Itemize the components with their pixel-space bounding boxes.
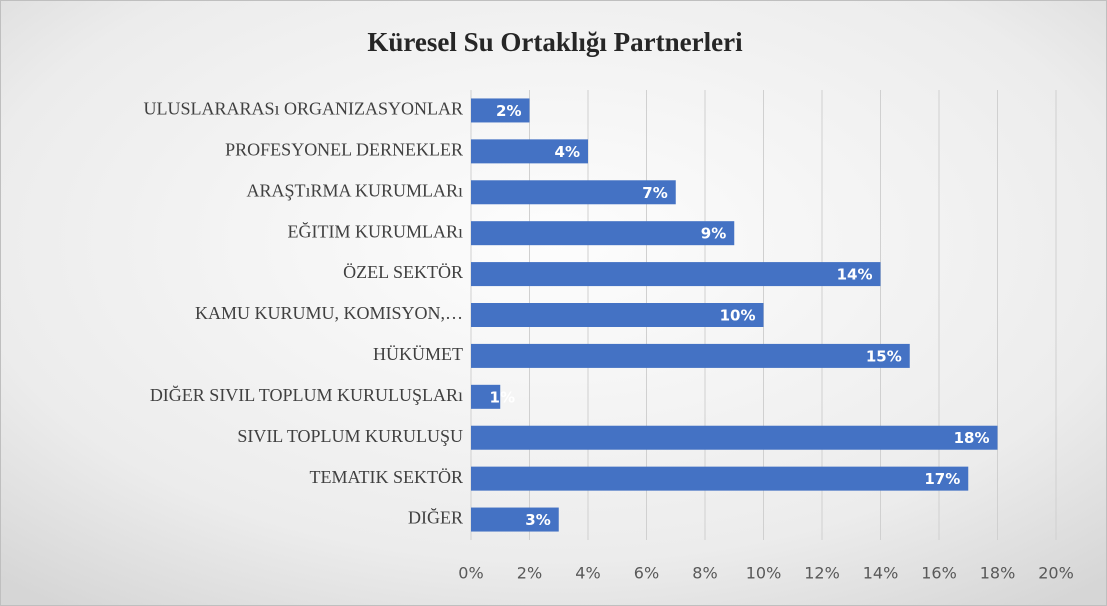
bar xyxy=(471,466,969,491)
x-tick-label: 2% xyxy=(517,564,542,583)
bar xyxy=(471,180,676,205)
x-tick-label: 16% xyxy=(921,564,957,583)
data-label: 3% xyxy=(525,511,550,529)
y-tick-label: KAMU KURUMU, KOMISYON,… xyxy=(195,303,463,323)
y-tick-label: SIVIL TOPLUM KURULUŞU xyxy=(237,426,463,446)
bar xyxy=(471,139,588,164)
y-tick-label: DIĞER SIVIL TOPLUM KURULUŞLARı xyxy=(150,384,463,405)
data-label: 10% xyxy=(720,307,756,325)
data-label: 14% xyxy=(837,266,873,284)
bar xyxy=(471,98,530,123)
data-label: 2% xyxy=(496,102,521,120)
x-tick-label: 0% xyxy=(458,564,483,583)
data-label: 1% xyxy=(490,388,515,406)
x-tick-label: 10% xyxy=(746,564,782,583)
bar xyxy=(471,384,501,409)
bar xyxy=(471,221,735,246)
y-tick-label: PROFESYONEL DERNEKLER xyxy=(225,139,463,159)
chart-title: Küresel Su Ortaklığı Partnerleri xyxy=(367,27,743,57)
data-label: 15% xyxy=(866,347,902,365)
data-label: 7% xyxy=(642,184,667,202)
x-tick-label: 18% xyxy=(980,564,1016,583)
y-tick-label: HÜKÜMET xyxy=(373,344,463,364)
y-tick-label: ÖZEL SEKTÖR xyxy=(343,262,463,282)
y-tick-label: ARAŞTıRMA KURUMLARı xyxy=(246,180,463,200)
data-label: 17% xyxy=(924,470,960,488)
bar xyxy=(471,262,881,287)
x-tick-label: 6% xyxy=(634,564,659,583)
x-tick-label: 14% xyxy=(863,564,899,583)
y-tick-label: EĞITIM KURUMLARı xyxy=(288,220,464,241)
y-tick-label: TEMATIK SEKTÖR xyxy=(310,467,464,487)
x-tick-label: 4% xyxy=(575,564,600,583)
data-label: 9% xyxy=(701,225,726,243)
x-tick-label: 20% xyxy=(1038,564,1074,583)
bar xyxy=(471,303,764,327)
x-tick-label: 8% xyxy=(692,564,717,583)
x-tick-label: 12% xyxy=(804,564,840,583)
bar xyxy=(471,343,910,368)
bar xyxy=(471,425,998,450)
data-label: 18% xyxy=(954,429,990,447)
bar xyxy=(471,507,559,532)
y-tick-label: DIĞER xyxy=(408,507,463,528)
data-label: 4% xyxy=(555,143,580,161)
y-tick-label: ULUSLARARASı ORGANIZASYONLAR xyxy=(143,99,463,119)
